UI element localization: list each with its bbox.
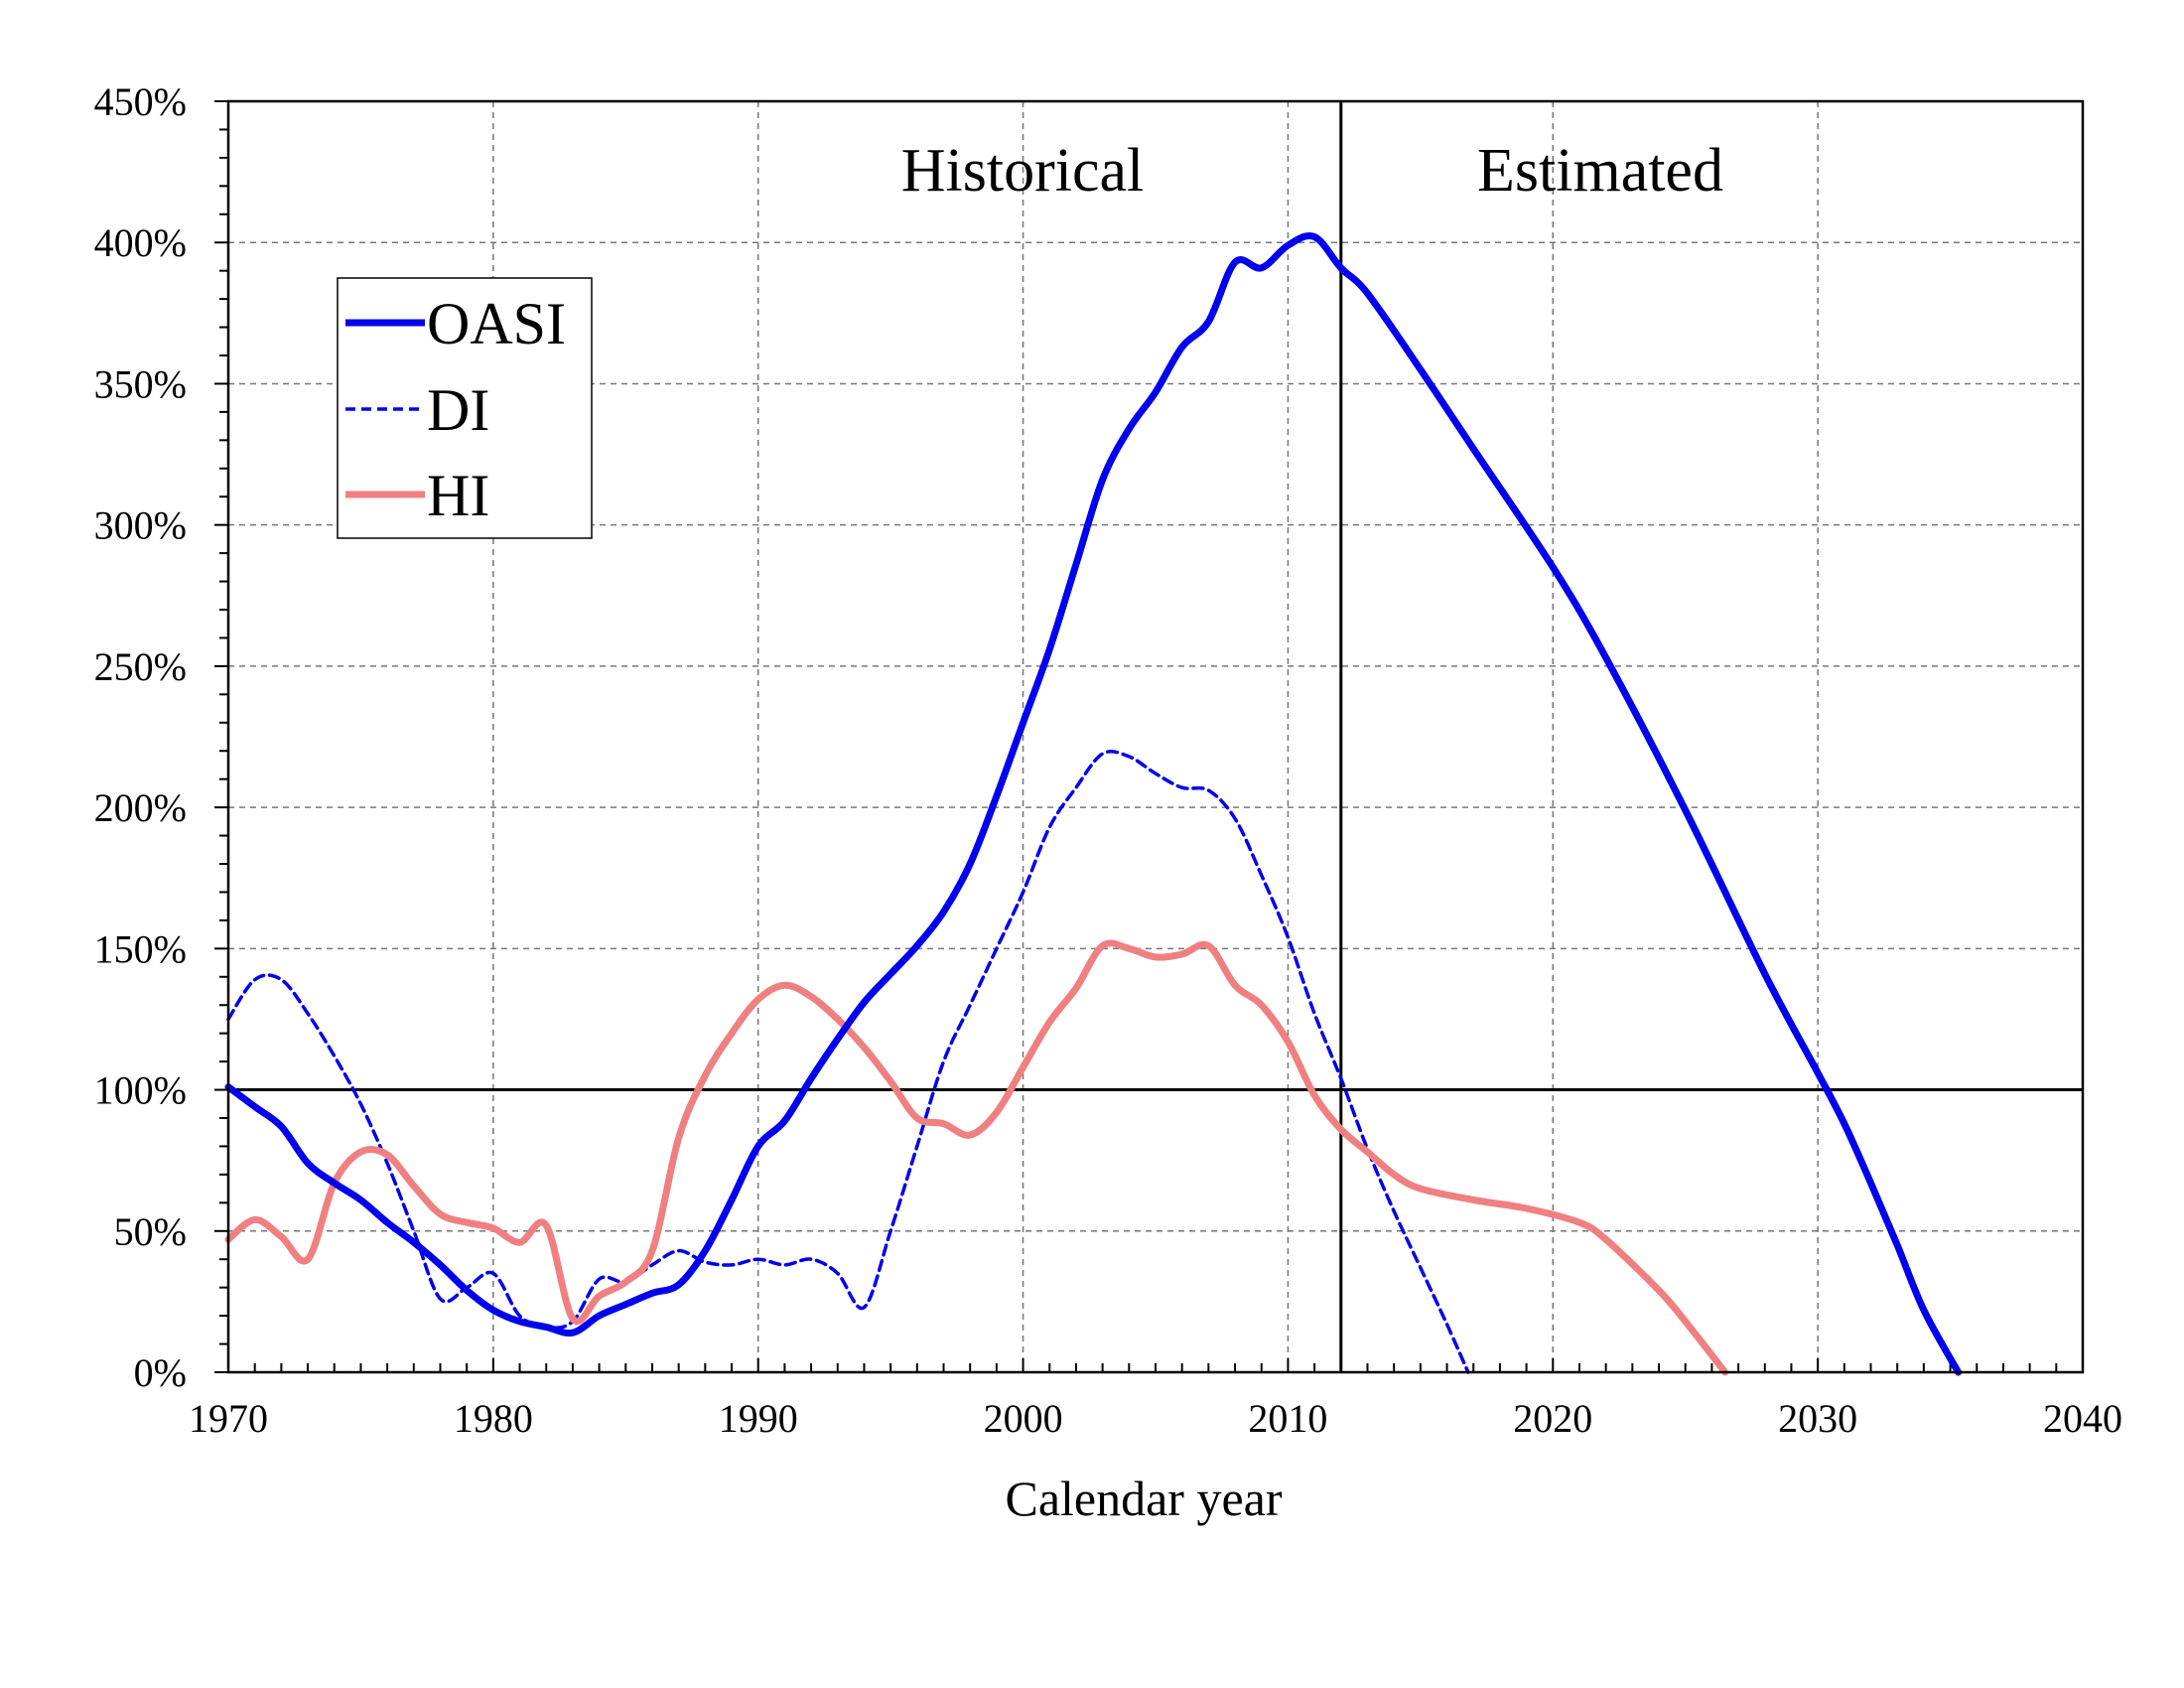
series-line-di — [226, 750, 1470, 1374]
legend-label-di: DI — [427, 377, 489, 443]
y-tick-label: 0% — [134, 1350, 187, 1395]
legend-label-hi: HI — [427, 463, 489, 528]
y-tick-label: 450% — [94, 79, 187, 124]
y-tick-label: 400% — [94, 220, 187, 265]
x-tick-label: 2010 — [1248, 1396, 1327, 1441]
series-line-hi — [224, 939, 1729, 1376]
x-tick-label: 2040 — [2043, 1396, 2122, 1441]
y-tick-label: 350% — [94, 361, 187, 406]
legend-label-oasi: OASI — [427, 291, 566, 356]
y-axis-tick-labels: 0% 50% 100% 150% 200% 250% 300% 350% 400% 450% — [94, 79, 187, 1395]
series-line-oasi — [224, 232, 1963, 1376]
x-tick-label: 1970 — [189, 1396, 268, 1441]
x-tick-label: 1990 — [719, 1396, 798, 1441]
plot-area-frame — [226, 99, 2085, 1374]
y-tick-label: 100% — [94, 1068, 187, 1113]
region-label-estimated: Estimated — [1477, 137, 1723, 205]
x-axis-title: Calendar year — [1005, 1471, 1282, 1526]
x-tick-label: 2020 — [1513, 1396, 1592, 1441]
x-tick-label: 2000 — [984, 1396, 1063, 1441]
y-tick-label: 50% — [114, 1209, 187, 1254]
legend: OASI DI HI — [337, 277, 593, 539]
y-tick-label: 250% — [94, 644, 187, 689]
y-tick-label: 200% — [94, 785, 187, 830]
region-label-historical: Historical — [901, 137, 1145, 205]
y-tick-label: 300% — [94, 503, 187, 548]
x-tick-label: 1980 — [454, 1396, 533, 1441]
x-axis-tick-labels: 1970 1980 1990 2000 2010 2020 2030 2040 — [189, 1396, 2122, 1441]
y-tick-label: 150% — [94, 926, 187, 971]
x-tick-label: 2030 — [1778, 1396, 1857, 1441]
series-lines — [224, 232, 1963, 1376]
